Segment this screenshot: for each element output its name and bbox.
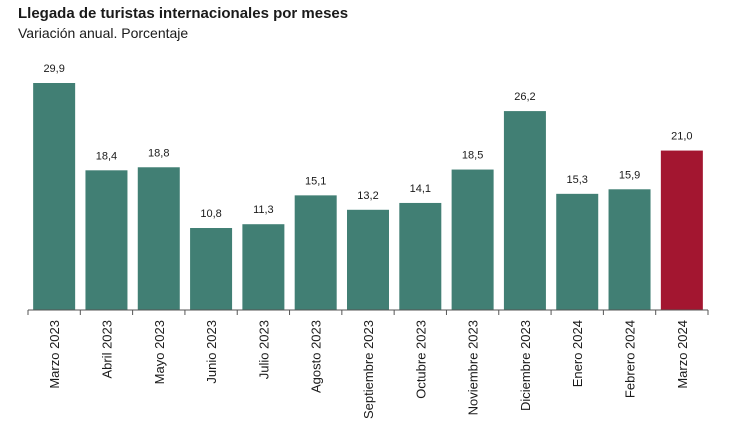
value-label: 10,8	[200, 208, 221, 220]
bars-layer	[33, 83, 703, 310]
category-label: Marzo 2023	[47, 320, 62, 389]
value-label: 11,3	[253, 204, 274, 216]
category-label: Febrero 2024	[623, 320, 638, 398]
category-label: Abril 2023	[99, 320, 114, 379]
bar	[503, 111, 546, 310]
value-labels: 29,9 18,4 18,8 10,8 11,3 15,1 13,2 14,1 18,5 26,2…	[43, 63, 692, 220]
chart-title: Llegada de turistas internacionales por …	[18, 5, 349, 22]
value-label: 15,1	[305, 175, 326, 187]
category-label: Septiembre 2023	[361, 320, 376, 419]
bar	[137, 167, 180, 310]
bar	[347, 209, 389, 310]
category-label: Diciembre 2023	[518, 320, 533, 411]
bar	[660, 150, 703, 310]
x-axis-ticks	[27, 310, 709, 315]
value-label: 13,2	[357, 190, 378, 202]
chart-subtitle: Variación anual. Porcentaje	[18, 25, 189, 41]
bar	[556, 193, 599, 310]
value-label: 18,5	[462, 150, 483, 162]
category-label: Marzo 2024	[675, 320, 690, 389]
category-label: Julio 2023	[256, 320, 271, 379]
bar	[190, 228, 233, 310]
value-label: 21,0	[671, 131, 692, 143]
value-label: 18,8	[148, 147, 169, 159]
category-label: Noviembre 2023	[466, 320, 481, 415]
value-label: 15,9	[619, 169, 640, 181]
bar	[242, 224, 285, 310]
category-label: Mayo 2023	[152, 320, 167, 384]
category-label: Junio 2023	[204, 320, 219, 384]
category-label: Enero 2024	[570, 320, 585, 387]
bar	[294, 195, 337, 310]
bar	[399, 202, 442, 310]
value-label: 18,4	[96, 150, 117, 162]
value-label: 26,2	[514, 91, 535, 103]
category-label: Agosto 2023	[309, 320, 324, 393]
bar	[85, 170, 128, 310]
bar	[608, 189, 651, 310]
value-label: 15,3	[567, 174, 588, 186]
category-labels: Marzo 2023 Abril 2023 Mayo 2023 Junio 2023 J…	[47, 320, 690, 419]
value-label: 14,1	[410, 183, 431, 195]
bar	[33, 83, 76, 310]
category-label: Octubre 2023	[413, 320, 428, 399]
value-label: 29,9	[43, 63, 64, 75]
bar	[451, 169, 494, 310]
